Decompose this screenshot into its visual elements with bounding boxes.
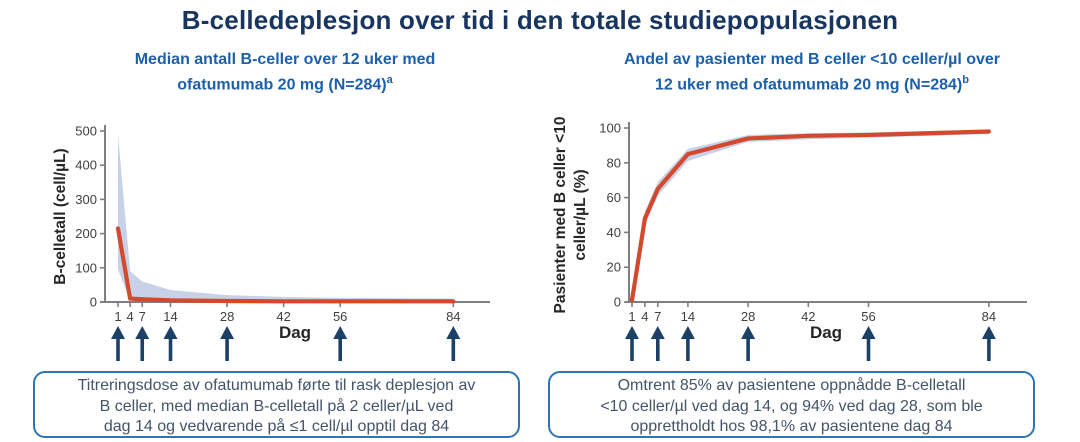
arrow-head-icon <box>220 326 235 339</box>
arrow-head-icon <box>625 326 639 339</box>
median-line <box>629 129 991 303</box>
dose-arrow <box>650 326 665 361</box>
dose-arrow <box>446 326 461 361</box>
arrow-head-icon <box>680 326 695 339</box>
dose-arrow <box>861 326 876 361</box>
dose-arrow <box>111 326 125 361</box>
x-tick-label: 56 <box>861 309 875 324</box>
arrow-head-icon <box>135 326 150 339</box>
arrow-head-icon <box>333 326 348 339</box>
dose-arrow <box>220 326 235 361</box>
y-tick-label: 0 <box>90 295 97 310</box>
arrow-head-icon <box>111 326 125 339</box>
y-tick-label: 20 <box>607 260 621 275</box>
x-tick-label: 7 <box>654 309 661 324</box>
dose-arrow <box>135 326 150 361</box>
dose-arrow <box>163 326 178 361</box>
dose-arrow <box>333 326 348 361</box>
left-summary-line3: dag 14 og vedvarende på ≤1 cell/µl oppti… <box>103 418 450 435</box>
y-tick-label: 100 <box>75 260 97 275</box>
right-summary-line1: Omtrent 85% av pasientene oppnådde B-cel… <box>617 377 966 394</box>
y-tick-label: 400 <box>75 158 97 173</box>
right-subtitle-line1: Andel av pasienter med B celler <10 cell… <box>623 51 1001 68</box>
y-tick-label: 40 <box>607 225 621 240</box>
x-tick-label: 28 <box>741 309 755 324</box>
right-chart-subtitle: Andel av pasienter med B celler <10 cell… <box>572 49 1052 95</box>
y-tick-label: 80 <box>607 155 621 170</box>
right-summary-line2: <10 celler/µl ved dag 14, og 94% ved dag… <box>600 397 983 415</box>
y-axis-label: celler/µL (%) <box>572 169 589 260</box>
left-subtitle-line1: Median antall B-celler over 12 uker med <box>134 51 436 68</box>
arrow-head-icon <box>163 326 178 339</box>
x-tick-label: 56 <box>333 309 347 324</box>
arrow-head-icon <box>741 326 756 339</box>
x-tick-label: 4 <box>127 309 134 324</box>
y-tick-label: 200 <box>75 226 97 241</box>
x-tick-label: 4 <box>641 309 648 324</box>
footnote-marker-a: a <box>386 74 393 86</box>
x-tick-label: 1 <box>114 309 121 324</box>
y-tick-label: 60 <box>607 190 621 205</box>
confidence-band <box>118 134 454 302</box>
x-tick-label: 14 <box>163 309 177 324</box>
left-chart-subtitle: Median antall B-celler over 12 uker med … <box>45 49 525 95</box>
y-tick-label: 500 <box>75 124 97 139</box>
x-tick-label: 28 <box>220 309 234 324</box>
y-tick-label: 0 <box>614 295 621 310</box>
footnote-marker-b: b <box>962 74 969 86</box>
x-axis-label: Dag <box>810 323 842 342</box>
left-summary-box: Titreringsdose av ofatumumab førte til r… <box>33 371 520 438</box>
x-tick-label: 84 <box>446 309 460 324</box>
x-tick-label: 1 <box>628 309 635 324</box>
dose-arrow <box>981 326 996 361</box>
y-axis-label: Pasienter med B celler <10 <box>552 117 569 314</box>
arrow-head-icon <box>446 326 461 339</box>
y-tick-label: 100 <box>599 121 621 136</box>
x-axis-label: Dag <box>279 323 311 342</box>
x-tick-label: 42 <box>801 309 815 324</box>
x-tick-label: 42 <box>276 309 290 324</box>
y-axis-label: B-celletall (cell/µL) <box>52 148 69 284</box>
x-tick-label: 14 <box>681 309 695 324</box>
y-tick-label: 300 <box>75 192 97 207</box>
page-title: B-celledeplesjon over tid i den totale s… <box>181 5 899 35</box>
left-summary-line1: Titreringsdose av ofatumumab førte til r… <box>77 377 476 394</box>
dose-arrow <box>625 326 639 361</box>
right-summary-box: Omtrent 85% av pasientene oppnådde B-cel… <box>548 371 1035 438</box>
dose-arrow <box>680 326 695 361</box>
x-tick-label: 84 <box>982 309 996 324</box>
median-line <box>115 226 456 304</box>
left-subtitle-line2: ofatumumab 20 mg (N=284) <box>177 76 387 94</box>
right-summary-line3: opprettholdt hos 98,1% av pasientene dag… <box>630 418 953 435</box>
x-tick-label: 7 <box>139 309 146 324</box>
left-summary-line2: B celler, med median B-celletall på 2 ce… <box>99 397 454 415</box>
right-subtitle-line2: 12 uker med ofatumumab 20 mg (N=284) <box>655 76 963 94</box>
arrow-head-icon <box>981 326 996 339</box>
dose-arrow <box>741 326 756 361</box>
arrow-head-icon <box>650 326 665 339</box>
arrow-head-icon <box>861 326 876 339</box>
